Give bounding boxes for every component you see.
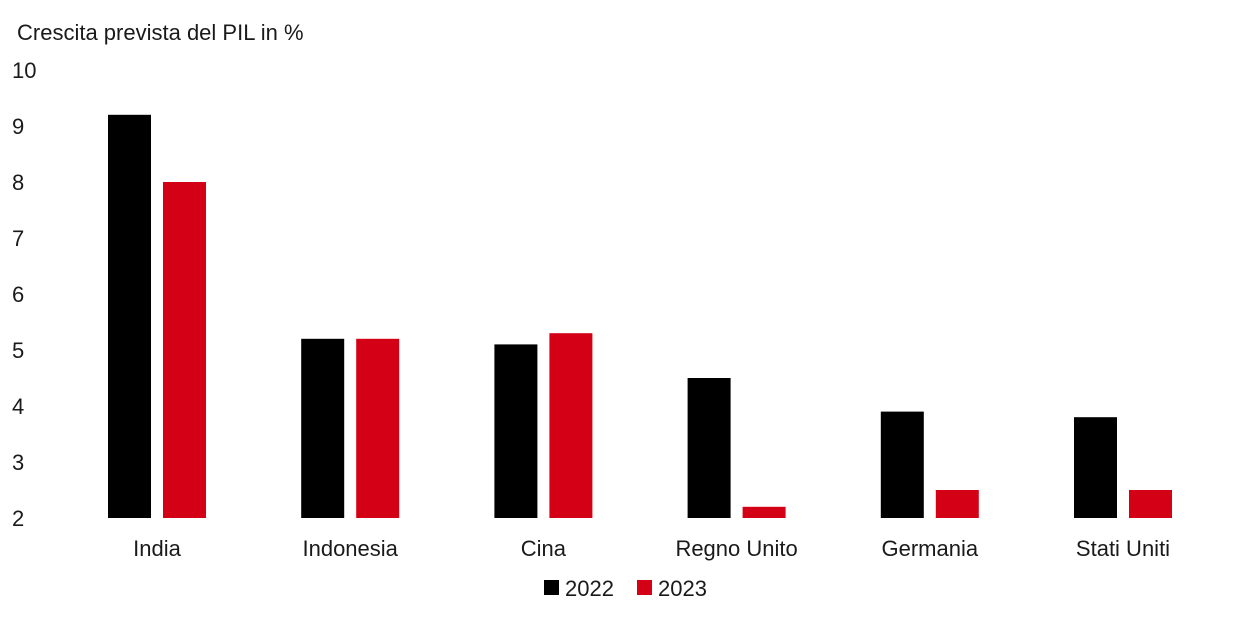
y-tick-label: 8: [12, 170, 24, 195]
y-axis-ticks: 2 3 4 5 6 7 8 9 10: [12, 58, 36, 531]
y-tick-label: 4: [12, 394, 24, 419]
y-axis-title: Crescita prevista del PIL in %: [17, 20, 304, 45]
bar-2022-indonesia: [301, 338, 345, 518]
bars: [108, 114, 1172, 519]
legend-label-2023: 2023: [658, 576, 707, 601]
x-tick-label: Cina: [521, 536, 567, 561]
x-tick-label: Regno Unito: [675, 536, 797, 561]
x-tick-label: Indonesia: [302, 536, 398, 561]
y-tick-label: 9: [12, 114, 24, 139]
y-tick-label: 6: [12, 282, 24, 307]
bar-2022-stati-uniti: [1074, 417, 1117, 518]
y-tick-label: 3: [12, 450, 24, 475]
legend-label-2022: 2022: [565, 576, 614, 601]
bar-2022-india: [108, 114, 151, 519]
x-tick-label: India: [133, 536, 181, 561]
bar-2023-germania: [935, 490, 979, 518]
bar-2023-india: [163, 182, 206, 518]
bar-2022-germania: [880, 411, 924, 518]
y-tick-label: 2: [12, 506, 24, 531]
y-tick-label: 10: [12, 58, 36, 83]
bar-2023-stati-uniti: [1129, 490, 1172, 518]
y-tick-label: 5: [12, 338, 24, 363]
bar-2023-regno-unito: [742, 506, 786, 518]
x-axis-ticks: India Indonesia Cina Regno Unito Germania Sta…: [133, 536, 1170, 561]
bar-2023-indonesia: [356, 338, 400, 518]
legend-swatch-2022: [544, 580, 559, 595]
bar-2022-cina: [494, 344, 538, 518]
legend: 2022 2023: [544, 576, 707, 601]
x-tick-label: Germania: [882, 536, 979, 561]
x-tick-label: Stati Uniti: [1076, 536, 1170, 561]
legend-swatch-2023: [637, 580, 652, 595]
y-tick-label: 7: [12, 226, 24, 251]
bar-2022-regno-unito: [687, 378, 731, 518]
bar-2023-cina: [549, 333, 593, 518]
